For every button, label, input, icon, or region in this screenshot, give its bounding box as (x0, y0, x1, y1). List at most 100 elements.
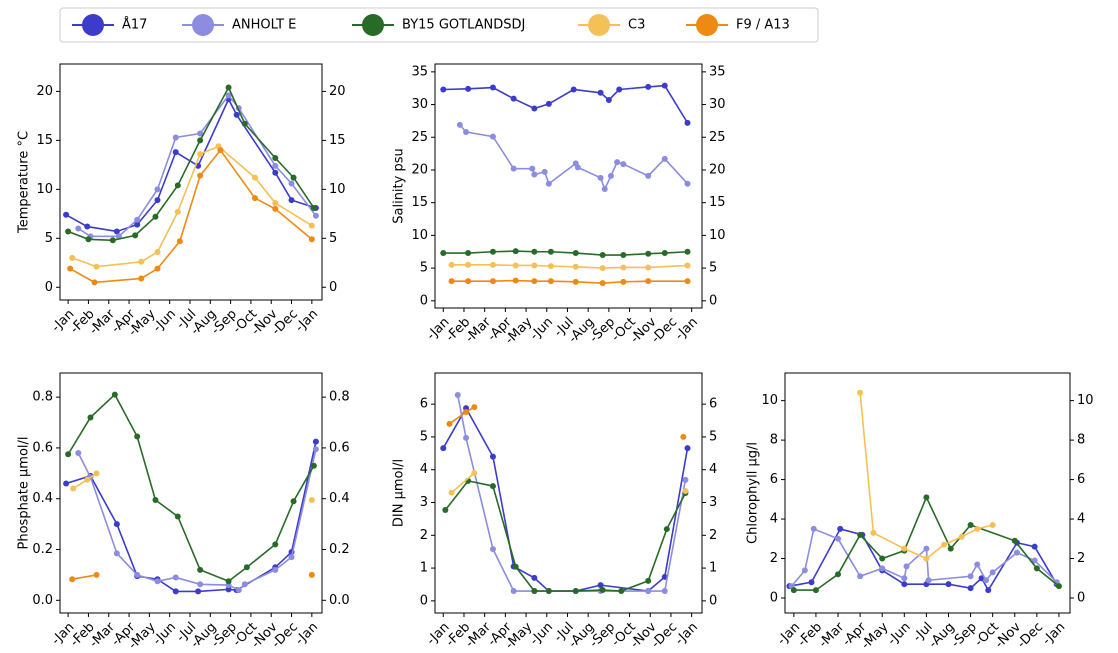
data-point (645, 83, 652, 90)
y2-tick-label: 0.0 (329, 593, 350, 608)
y-tick-label: 0 (420, 593, 428, 608)
data-point (545, 180, 552, 187)
data-point (87, 414, 94, 421)
data-point (616, 86, 623, 93)
data-point (618, 588, 625, 595)
data-point (974, 561, 981, 568)
data-point (901, 545, 908, 552)
data-point (684, 262, 691, 269)
y-tick-label: 0.2 (32, 542, 53, 557)
data-point (663, 526, 670, 533)
y2-tick-label: 4 (709, 462, 717, 477)
data-point (154, 197, 161, 204)
y2-tick-label: 8 (1077, 433, 1085, 448)
x-tick-label: -Jun (885, 620, 914, 649)
data-point (512, 248, 519, 255)
data-point (620, 264, 627, 271)
y-tick-label: 0.6 (32, 440, 53, 455)
y2-tick-label: 5 (709, 261, 717, 276)
data-point (93, 263, 100, 270)
data-point (465, 250, 472, 257)
data-point (132, 232, 139, 239)
data-point (225, 578, 232, 585)
data-point (545, 100, 552, 107)
data-point (465, 261, 472, 268)
y2-tick-label: 25 (709, 130, 726, 145)
data-point (172, 574, 179, 581)
data-point (93, 470, 100, 477)
data-point (837, 525, 844, 532)
data-point (113, 521, 120, 528)
y2-tick-label: 2 (1077, 551, 1085, 566)
data-point (310, 204, 317, 211)
x-tick-label: -Jan (293, 307, 322, 336)
data-point (983, 577, 990, 584)
series-line (67, 85, 315, 242)
data-point (684, 248, 691, 255)
data-point (154, 186, 161, 193)
data-point (812, 587, 819, 594)
data-point (288, 554, 295, 561)
series-line (859, 392, 993, 560)
y-tick-label: 20 (411, 162, 428, 177)
y2-tick-label: 0.4 (329, 491, 350, 506)
data-point (134, 571, 141, 578)
y-tick-label: 10 (36, 182, 53, 197)
data-point (903, 563, 910, 570)
data-point (290, 174, 297, 181)
data-point (241, 120, 248, 127)
data-point (448, 261, 455, 268)
data-point (857, 389, 864, 396)
data-point (661, 588, 668, 595)
data-point (572, 250, 579, 257)
y-axis-label: Salinity psu (392, 148, 407, 223)
data-point (308, 222, 315, 229)
data-point (241, 581, 248, 588)
data-point (197, 581, 204, 588)
data-point (489, 248, 496, 255)
data-point (70, 485, 77, 492)
data-point (545, 588, 552, 595)
chart: 0.0 0.00.2 0.20.4 0.40.6 0.60.8 0.8-Jan-Feb-M… (17, 372, 350, 653)
data-point (154, 249, 161, 256)
data-point (620, 278, 627, 285)
y-tick-label: 0 (45, 280, 53, 295)
data-point (65, 451, 72, 458)
y2-tick-label: 0.2 (329, 542, 350, 557)
data-point (69, 254, 76, 261)
y2-tick-label: 15 (329, 133, 346, 148)
legend: Å17 ANHOLT E BY15 GOTLANDSDJ C3 F9 / A13 (72, 14, 790, 36)
y-tick-label: 4 (420, 462, 428, 477)
data-point (620, 252, 627, 259)
data-point (597, 582, 604, 589)
data-point (510, 95, 517, 102)
data-point (442, 507, 449, 514)
data-point (272, 200, 279, 207)
legend-label: F9 / A13 (736, 18, 790, 33)
y-tick-label: 0 (420, 293, 428, 308)
legend-marker (696, 14, 718, 36)
y2-tick-label: 1 (709, 561, 717, 576)
axes-frame (59, 372, 323, 614)
y-tick-label: 6 (420, 397, 428, 412)
y-tick-label: 5 (420, 261, 428, 276)
data-point (440, 445, 447, 452)
data-point (471, 470, 478, 476)
legend-label: BY15 GOTLANDSDJ (402, 18, 525, 33)
legend-box (59, 7, 819, 43)
y-tick-label: 8 (770, 433, 778, 448)
data-point (810, 525, 817, 532)
data-point (574, 164, 581, 171)
data-point (243, 564, 250, 571)
data-point (69, 576, 76, 583)
series-line (443, 84, 689, 124)
series-line (789, 527, 1058, 592)
series-line (72, 574, 97, 581)
y-axis-label: DIN µmol/l (392, 459, 407, 527)
data-point (510, 588, 517, 595)
data-point (174, 182, 181, 189)
data-point (272, 205, 279, 212)
series-line (65, 441, 317, 593)
y-tick-label: 5 (420, 429, 428, 444)
